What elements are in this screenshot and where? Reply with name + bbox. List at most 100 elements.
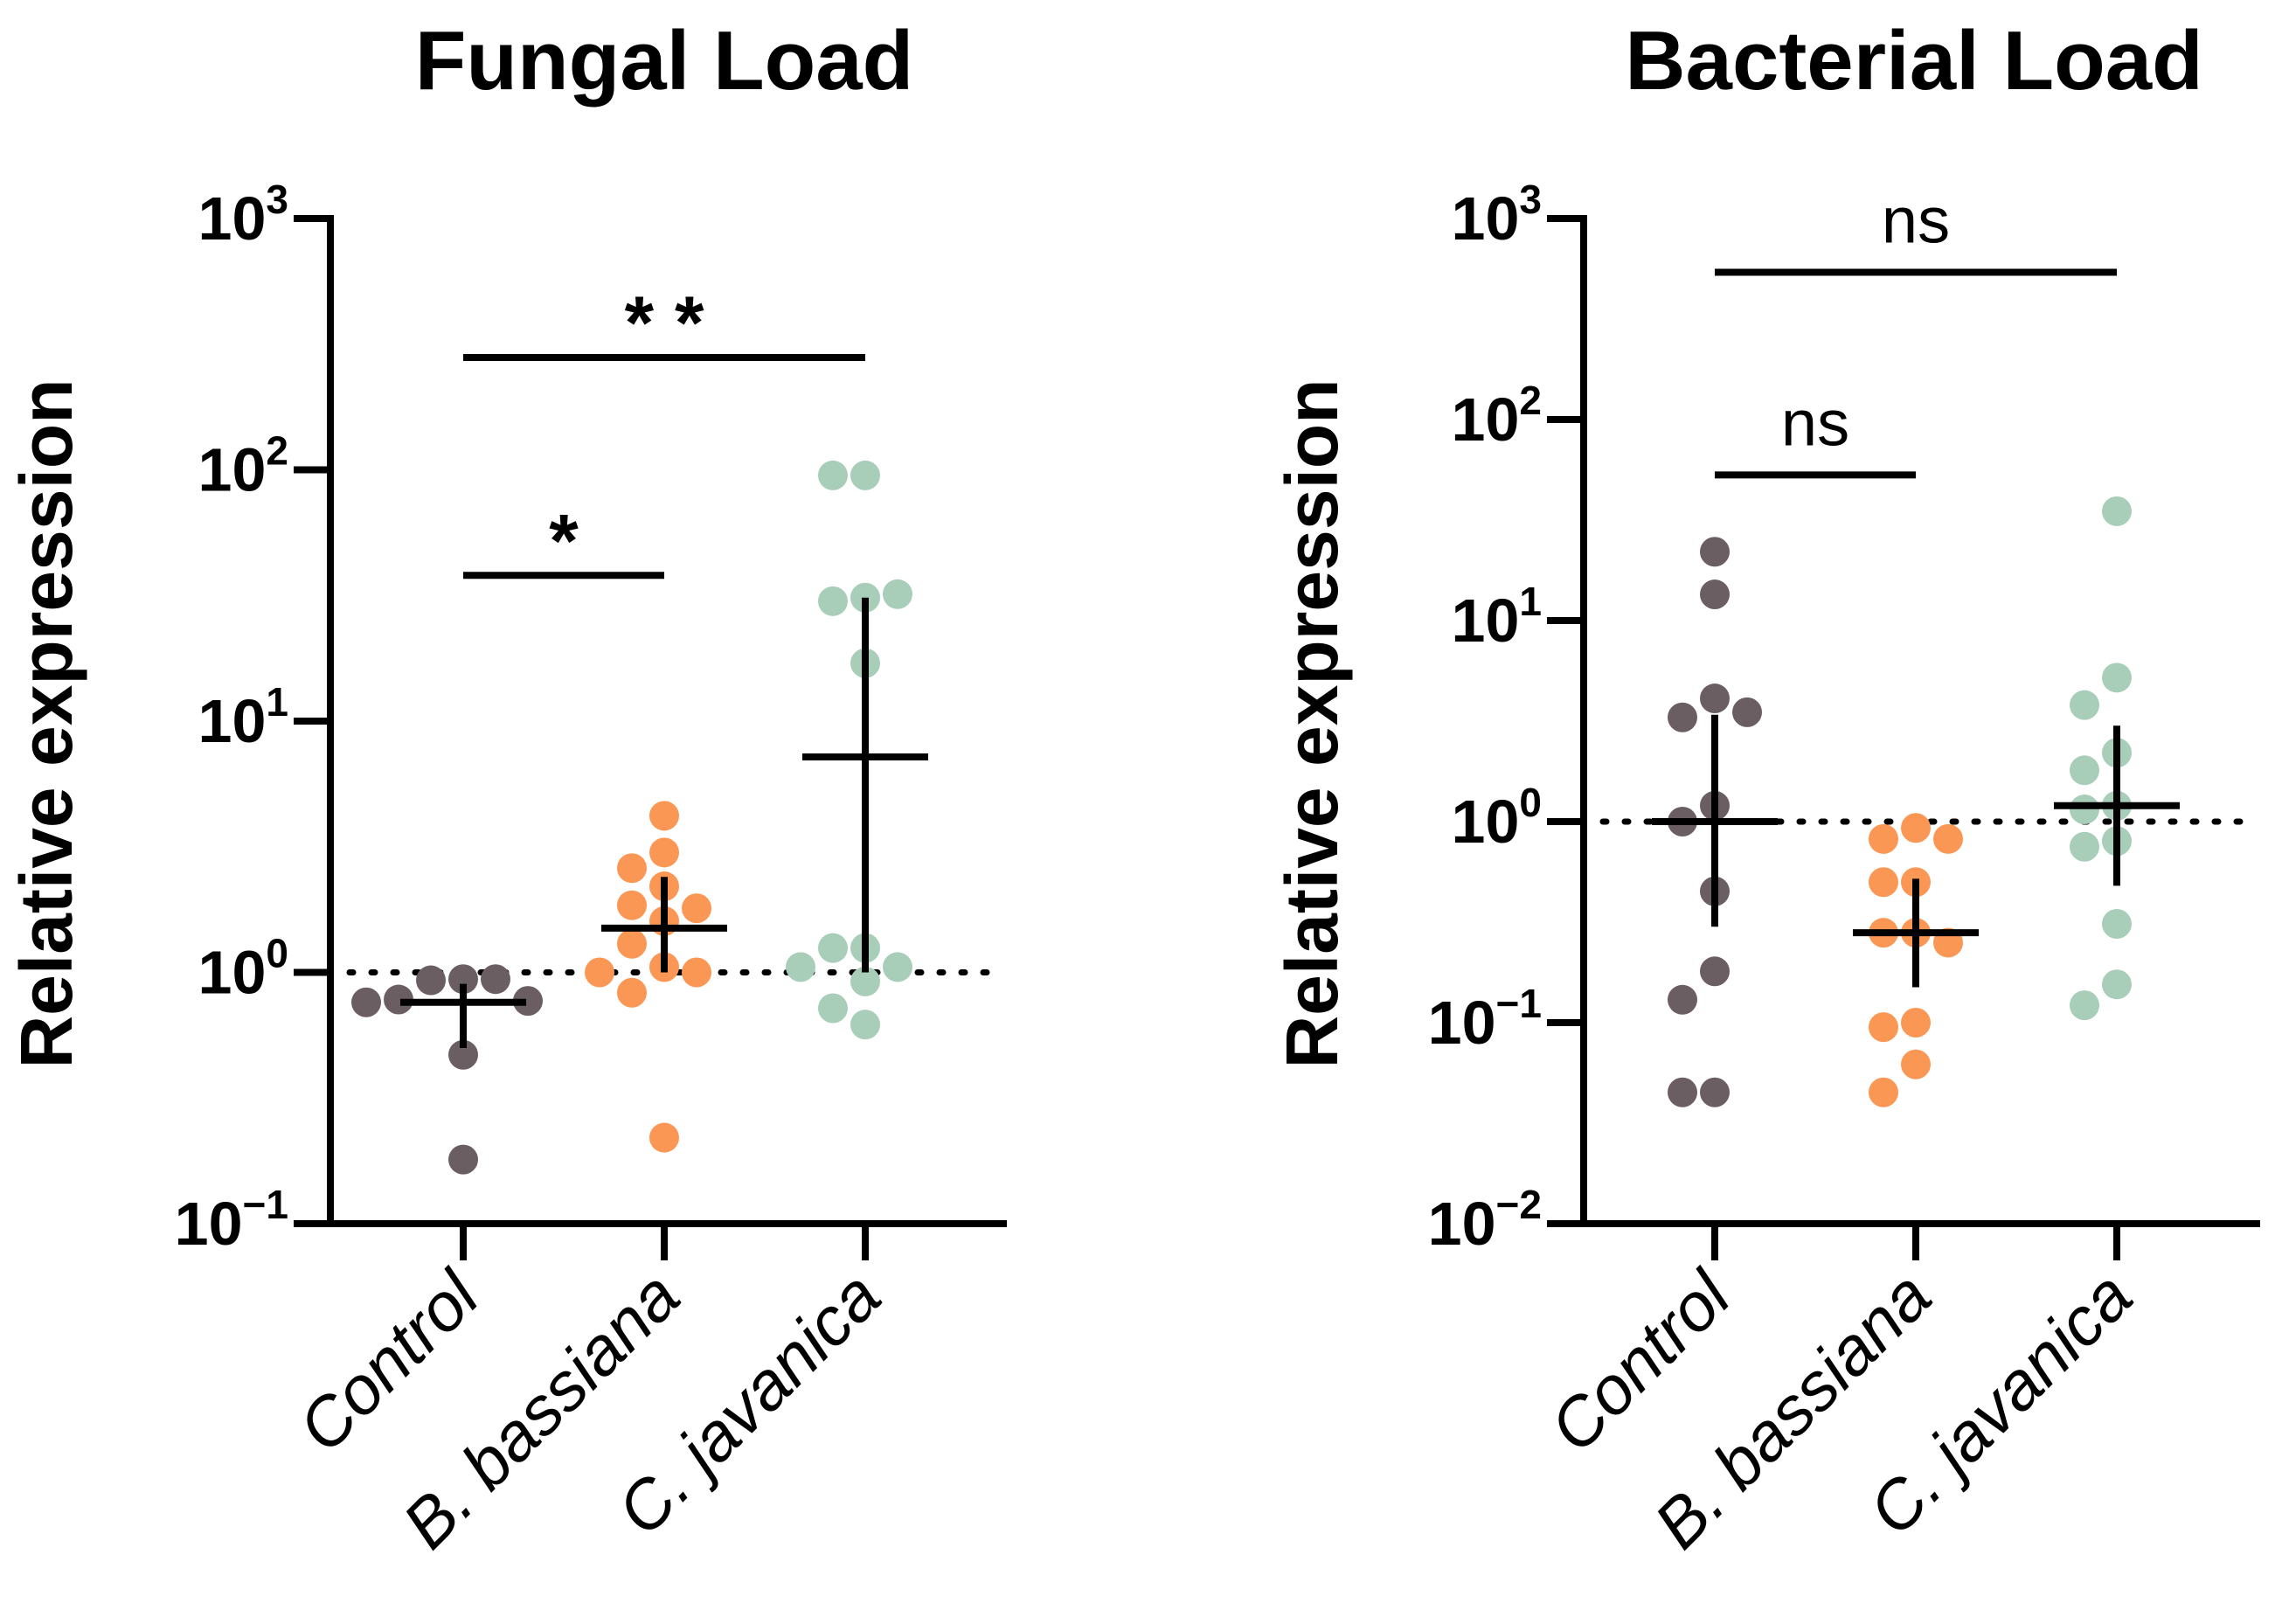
data-point — [617, 977, 647, 1008]
data-point — [1933, 823, 1963, 854]
y-axis-label-fungal: Relative expression — [5, 378, 87, 1068]
y-tick-base: 10 — [1452, 184, 1520, 253]
y-tick-label: 10−1 — [1428, 981, 1542, 1057]
data-point — [2070, 990, 2099, 1021]
data-point — [351, 987, 381, 1017]
significance-label: ns — [1882, 184, 1950, 257]
data-point — [850, 966, 880, 996]
data-point — [1700, 956, 1730, 987]
y-tick-label: 100 — [198, 931, 288, 1007]
data-point — [617, 853, 647, 884]
y-tick-exponent: 3 — [1519, 177, 1542, 222]
y-tick-base: 10 — [175, 1190, 243, 1258]
data-point — [2102, 969, 2132, 1000]
y-tick-base: 10 — [1452, 385, 1520, 454]
data-point — [649, 1122, 679, 1153]
data-point — [448, 1039, 478, 1070]
y-tick-label: 10−2 — [1428, 1182, 1542, 1258]
data-point — [818, 460, 848, 490]
data-point — [1668, 1077, 1697, 1107]
data-point — [2070, 795, 2099, 825]
y-tick-base: 10 — [1452, 586, 1520, 655]
significance-label: * * — [625, 281, 704, 365]
data-point — [1732, 697, 1762, 727]
chart-title-fungal: Fungal Load — [415, 14, 914, 108]
y-axis-label-bacterial: Relative expression — [1271, 378, 1353, 1068]
data-point — [617, 890, 647, 920]
data-point — [850, 1010, 880, 1040]
data-point — [448, 964, 478, 995]
data-point — [2070, 831, 2099, 862]
significance-label: ns — [1781, 386, 1849, 459]
y-tick-base: 10 — [1428, 1190, 1496, 1258]
y-tick-exponent: −1 — [243, 1182, 288, 1227]
y-tick-label: 102 — [1452, 378, 1542, 454]
y-tick-base: 10 — [1452, 788, 1520, 856]
y-tick-exponent: 2 — [1519, 378, 1542, 423]
data-point — [416, 965, 446, 996]
data-point — [818, 993, 848, 1024]
data-point — [1869, 867, 1898, 898]
series-control — [1652, 537, 1778, 1107]
y-tick-base: 10 — [1428, 989, 1496, 1057]
data-point — [513, 986, 543, 1017]
data-point — [448, 1144, 478, 1175]
significance-label: * — [549, 499, 579, 583]
data-point — [883, 579, 912, 609]
data-point — [1700, 684, 1730, 714]
data-point — [649, 801, 679, 831]
data-point — [1668, 702, 1697, 732]
y-tick-label: 103 — [198, 177, 288, 253]
data-point — [2070, 755, 2099, 786]
data-point — [850, 460, 880, 490]
data-point — [649, 837, 679, 868]
y-tick-base: 10 — [198, 436, 267, 504]
y-tick-exponent: −1 — [1496, 981, 1542, 1026]
data-point — [384, 984, 413, 1015]
data-point — [883, 952, 912, 982]
data-point — [1869, 1012, 1898, 1043]
y-tick-label: 103 — [1452, 177, 1542, 253]
y-tick-exponent: 0 — [266, 931, 288, 976]
chart-title-bacterial: Bacterial Load — [1625, 14, 2203, 108]
data-point — [818, 586, 848, 616]
y-tick-exponent: 3 — [266, 177, 288, 222]
data-point — [1901, 1008, 1931, 1038]
series-b-bassiana — [585, 801, 727, 1153]
data-point — [2102, 908, 2132, 939]
plot-area-fungal: * * * — [294, 215, 1007, 1260]
y-tick-base: 10 — [198, 687, 267, 755]
y-tick-exponent: 2 — [266, 428, 288, 474]
data-point — [2102, 663, 2132, 693]
y-tick-exponent: −2 — [1496, 1182, 1542, 1227]
data-point — [1668, 984, 1697, 1015]
y-tick-label: 101 — [198, 679, 288, 755]
series-control — [351, 964, 543, 1175]
data-point — [818, 933, 848, 963]
data-point — [2102, 496, 2132, 526]
y-tick-exponent: 0 — [1519, 780, 1542, 825]
fungal-load-panel: Fungal Load Relative expression 10310210… — [5, 14, 1007, 1563]
data-point — [1869, 1077, 1898, 1107]
data-point — [617, 928, 647, 959]
y-tick-base: 10 — [198, 184, 267, 253]
series-b-bassiana — [1853, 813, 1979, 1107]
data-point — [481, 964, 510, 995]
plot-area-bacterial: ns ns — [1547, 184, 2260, 1260]
y-tick-exponent: 1 — [1519, 579, 1542, 624]
data-point — [1901, 813, 1931, 843]
data-point — [682, 893, 711, 924]
y-tick-exponent: 1 — [266, 679, 288, 725]
y-tick-label: 101 — [1452, 579, 1542, 655]
data-point — [1700, 1077, 1730, 1107]
y-tick-label: 10−1 — [175, 1182, 288, 1258]
y-tick-label: 102 — [198, 428, 288, 504]
data-point — [1901, 1049, 1931, 1079]
data-point — [1700, 537, 1730, 567]
bacterial-load-panel: Bacterial Load Relative expression 10310… — [1271, 14, 2260, 1563]
data-point — [1869, 823, 1898, 854]
